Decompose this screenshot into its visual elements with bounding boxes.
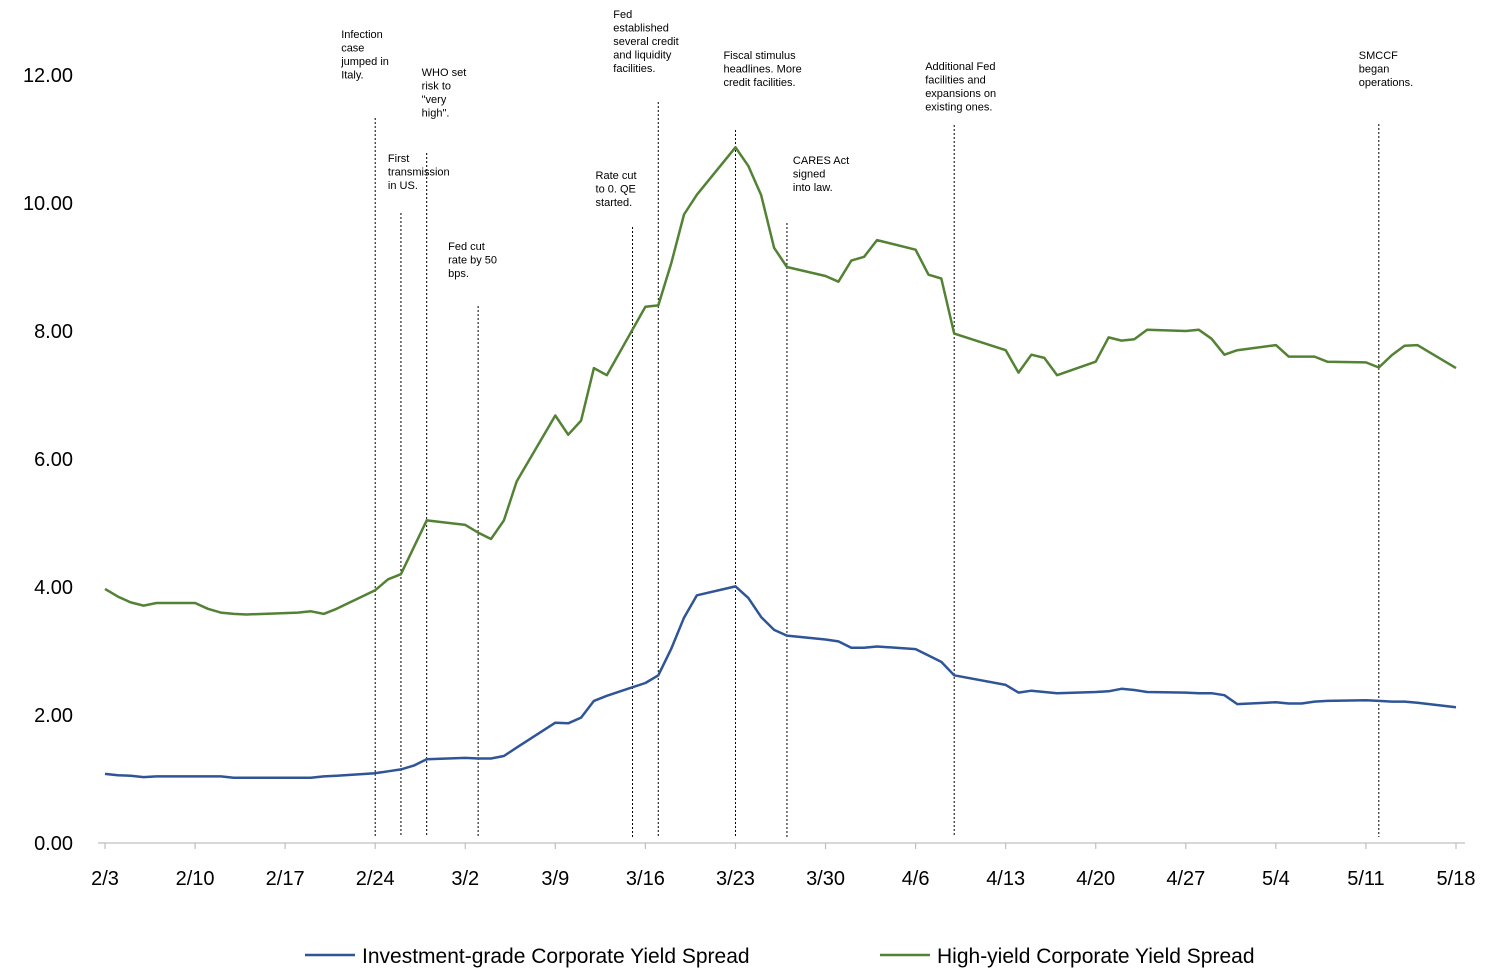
x-tick-label: 5/4 (1262, 868, 1290, 890)
x-tick-label: 5/18 (1437, 868, 1476, 890)
annotation-line-text: established (613, 23, 669, 35)
annotation-text: SMCCF began operations. (1359, 50, 1413, 89)
x-tick-label: 3/16 (626, 868, 665, 890)
annotation-text: Fed cut rate by 50 bps. (448, 241, 497, 280)
annotation-line-text: into law. (793, 182, 833, 194)
annotation-text: Fiscal stimulus headlines. More credit fac… (723, 50, 801, 89)
annotation-line-text: Additional Fed (925, 61, 995, 73)
annotation-line-text: Rate cut (596, 170, 637, 182)
annotation-line-text: credit facilities. (723, 77, 795, 89)
annotation-line-text: risk to (422, 81, 451, 93)
series-line (104, 585, 1457, 779)
y-tick-label: 4.00 (34, 577, 73, 599)
legend-label: High-yield Corporate Yield Spread (937, 945, 1255, 968)
x-tick-label: 4/27 (1166, 868, 1205, 890)
annotation-line-text: Fiscal stimulus (723, 50, 796, 62)
x-tick-label: 2/17 (266, 868, 305, 890)
x-tick-label: 3/9 (541, 868, 569, 890)
y-tick-label: 6.00 (34, 449, 73, 471)
x-tick-label: 2/10 (176, 868, 215, 890)
annotation-text: Infection case jumped in Italy. (340, 29, 389, 82)
annotation-line-text: case (341, 43, 364, 55)
annotation-line-text: operations. (1359, 77, 1413, 89)
x-tick-label: 4/20 (1076, 868, 1115, 890)
annotation-line-text: WHO set (422, 67, 467, 79)
annotation-line-text: facilities. (613, 63, 655, 75)
y-tick-label: 12.00 (23, 65, 73, 87)
x-tick-label: 2/3 (91, 868, 119, 890)
annotation-line-text: facilities and (925, 75, 986, 87)
x-tick-label: 4/6 (902, 868, 930, 890)
annotation-line-text: CARES Act (793, 155, 849, 167)
annotation-text: Additional Fed facilities and expansions o… (925, 61, 996, 114)
x-tick-label: 3/30 (806, 868, 845, 890)
annotation-line-text: started. (596, 197, 633, 209)
x-tick-label: 3/23 (716, 868, 755, 890)
annotation-line-text: signed (793, 169, 825, 181)
annotation-line-text: existing ones. (925, 102, 992, 114)
annotation-line-text: high". (422, 108, 450, 120)
annotation-text: WHO set risk to "very high". (422, 67, 467, 120)
x-tick-label: 5/11 (1347, 868, 1384, 890)
annotation-line-text: several credit (613, 36, 678, 48)
y-tick-label: 0.00 (34, 833, 73, 855)
x-tick-label: 4/13 (986, 868, 1025, 890)
y-tick-label: 8.00 (34, 321, 73, 343)
y-tick-label: 10.00 (23, 193, 73, 215)
annotation-text: Rate cut to 0. QE started. (596, 170, 637, 209)
x-tick-label: 2/24 (356, 868, 395, 890)
annotation-line-text: began (1359, 64, 1390, 76)
annotation-line-text: Fed (613, 9, 632, 21)
annotation-line-text: jumped in (340, 56, 389, 68)
series-line (104, 146, 1457, 616)
annotation-line-text: Fed cut (448, 241, 485, 253)
annotation-line-text: to 0. QE (596, 184, 636, 196)
annotation-line-text: headlines. More (723, 64, 801, 76)
annotation-text: Fed established several credit and liquidit… (613, 9, 678, 75)
annotation-line-text: transmission (388, 167, 450, 179)
annotation-line-text: SMCCF (1359, 50, 1398, 62)
y-tick-label: 2.00 (34, 705, 73, 727)
annotation-text: First transmission in US. (388, 153, 450, 192)
annotation-line-text: bps. (448, 268, 469, 280)
annotation-line-text: expansions on (925, 88, 996, 100)
annotation-line-text: Italy. (341, 70, 363, 82)
annotation-line-text: and liquidity (613, 50, 672, 62)
annotation-text: CARES Act signed into law. (793, 155, 849, 194)
annotation-line-text: rate by 50 (448, 255, 497, 267)
x-tick-label: 3/2 (451, 868, 479, 890)
annotation-line-text: First (388, 153, 409, 165)
annotation-line-text: Infection (341, 29, 383, 41)
annotation-line-text: "very (422, 94, 447, 106)
legend-label: Investment-grade Corporate Yield Spread (362, 945, 750, 968)
annotation-line-text: in US. (388, 180, 418, 192)
